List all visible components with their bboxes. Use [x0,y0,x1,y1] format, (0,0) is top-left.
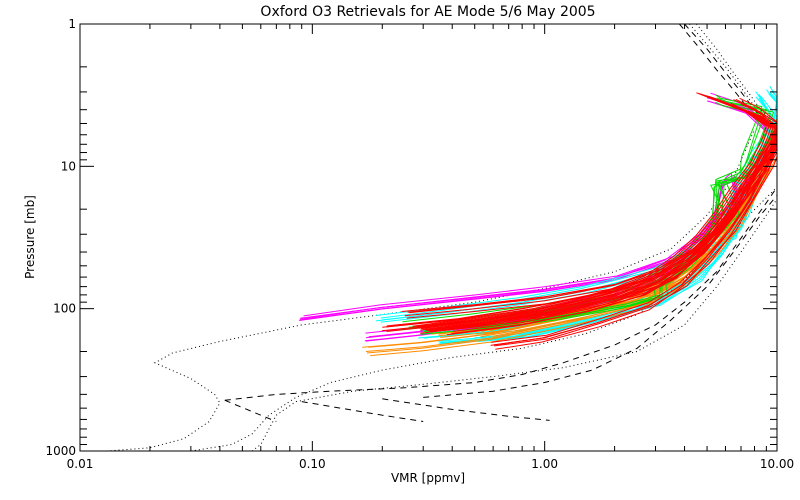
retrieval-core-red-3 [416,93,772,329]
plot-lines [106,24,777,451]
retrieval-core-red-7 [425,96,777,331]
reference-dashed-5 [423,195,777,398]
retrieval-core-red-5 [421,94,776,330]
retrieval-core-red-10 [430,97,777,333]
reference-dashed-3 [301,401,424,422]
reference-dashed-1 [224,186,777,401]
y-tick-label: 100 [53,302,76,316]
retrieval-red-5-variant-4 [409,131,777,314]
retrieval-cyan-1-variant-3 [380,97,776,323]
retrieval-orange-3 [484,144,777,335]
reference-dashed-4 [382,398,550,421]
retrieval-cyan-4-variant-4 [480,92,777,342]
retrieval-core-red-6 [423,95,777,330]
reference-dashed-7 [679,24,749,109]
y-tick-label: 10 [61,159,76,173]
chart-title: Oxford O3 Retrievals for AE Mode 5/6 May… [260,4,595,20]
reference-dotted-5 [689,24,773,124]
reference-dotted-1 [106,129,755,451]
retrieval-cyan-1-variant-4 [375,96,775,322]
retrieval-magenta-2-variant-3 [365,92,777,334]
x-tick-label: 0.01 [67,457,94,471]
x-axis-label: VMR [ppmv] [391,471,465,485]
x-tick-label: 10.00 [760,457,794,471]
axis-ticks [79,23,777,451]
reference-dashed-6 [684,24,767,124]
retrieval-red-4-variant-1 [495,148,777,350]
retrieval-magenta-1-variant-3 [299,143,772,320]
retrieval-red-4-variant-4 [494,156,777,347]
retrieval-core-red-1 [412,92,767,327]
retrieval-core-red-2 [414,92,770,328]
y-axis-label: Pressure [mb] [23,195,37,279]
x-tick-label: 0.10 [299,457,326,471]
reference-dashed-2 [224,399,277,422]
plot-frame [79,23,778,452]
x-tick-labels: 0.01 0.10 1.00 10.00 [67,457,795,471]
retrieval-green-1-variant-3 [402,94,763,323]
reference-dotted-2 [190,186,777,451]
y-tick-label: 1000 [45,444,76,458]
retrieval-core-red-4 [419,94,774,329]
retrieval-red-4-variant-2 [490,141,775,343]
retrieval-red-5 [404,134,777,317]
x-tick-label: 1.00 [531,457,558,471]
retrieval-green-2-variant-4 [428,128,777,331]
y-tick-labels: 1 10 100 1000 [45,17,76,458]
y-tick-label: 1 [68,17,76,31]
